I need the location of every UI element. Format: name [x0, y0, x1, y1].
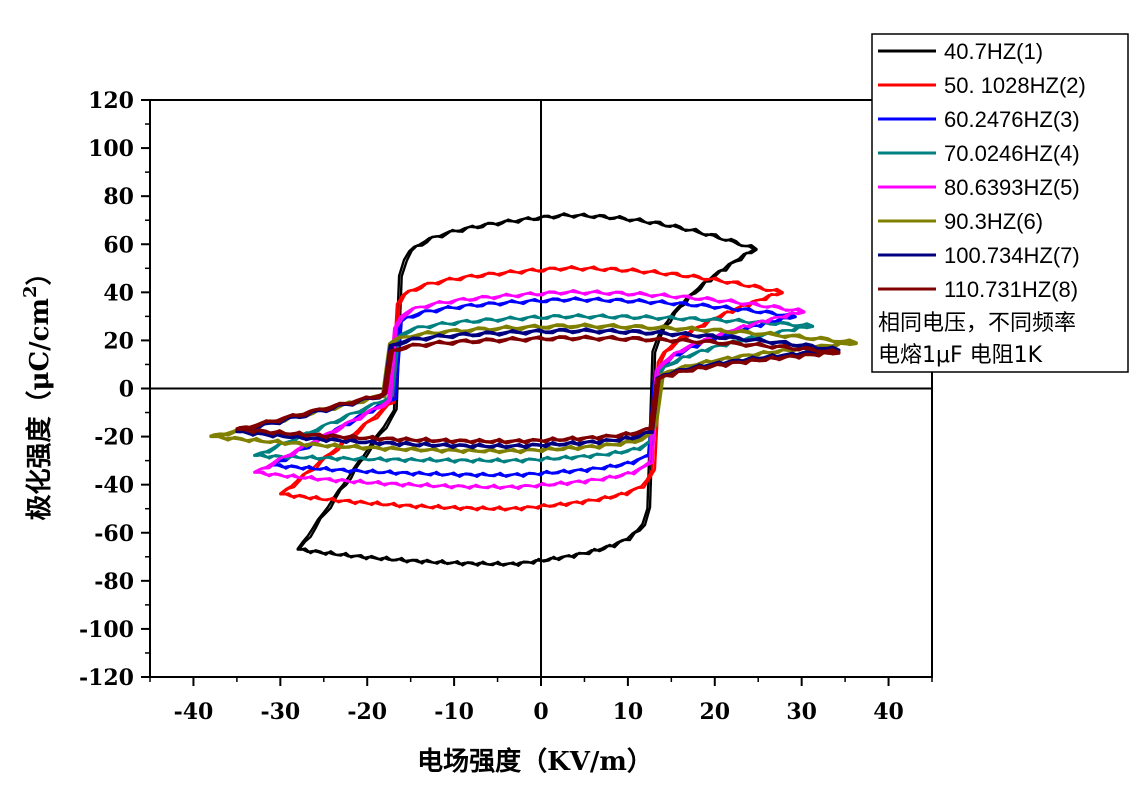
y-tick-label: -60 — [94, 521, 134, 547]
legend-label: 80.6393HZ(5) — [944, 175, 1080, 200]
legend-label: 40.7HZ(1) — [944, 39, 1043, 64]
legend-label: 50. 1028HZ(2) — [944, 73, 1086, 98]
y-axis-title-tail: ） — [25, 259, 55, 285]
y-tick-label: 120 — [88, 88, 134, 114]
x-tick-label: 20 — [699, 699, 730, 725]
x-tick-label: -40 — [174, 699, 214, 725]
x-tick-label: 30 — [786, 699, 817, 725]
loop-series-6 — [211, 322, 858, 455]
legend: 40.7HZ(1) 50. 1028HZ(2) 60.2476HZ(3) 70.024… — [871, 33, 1129, 373]
y-tick-label: 100 — [88, 136, 134, 162]
legend-label: 100.734HZ(7) — [944, 243, 1080, 268]
annotation-line-1: 相同电压，不同频率 — [878, 311, 1076, 336]
y-tick-label: 60 — [103, 232, 134, 258]
legend-label: 110.731HZ(8) — [944, 277, 1078, 302]
loop-series-5 — [255, 289, 806, 491]
x-tick-label: -10 — [434, 699, 474, 725]
loop-series-8 — [238, 334, 841, 445]
y-tick-label: -80 — [94, 569, 134, 595]
y-tick-label: 40 — [103, 280, 134, 306]
loop-series-7 — [238, 327, 841, 450]
y-tick-label: -40 — [94, 473, 134, 499]
hysteresis-loops — [209, 212, 858, 567]
x-tick-label: -30 — [260, 699, 300, 725]
loop-series-4 — [255, 313, 815, 464]
y-axis-title: 极化强度（μC/cm2） — [20, 259, 55, 520]
legend-box — [871, 33, 1129, 373]
y-tick-label: -120 — [79, 665, 134, 691]
y-tick-label: -20 — [94, 425, 134, 451]
loop-series-2 — [281, 265, 784, 512]
x-tick-label: 0 — [533, 699, 548, 725]
y-tick-label: 20 — [103, 328, 134, 354]
y-axis-title-main: 极化强度（μC/cm — [24, 298, 55, 521]
loop-series-1 — [296, 213, 756, 566]
x-tick-label: -20 — [347, 699, 387, 725]
loop-series-8 — [235, 335, 838, 444]
y-axis-title-sup: 2 — [20, 285, 41, 298]
x-tick-label: 10 — [613, 699, 644, 725]
loop-series-1 — [299, 212, 758, 567]
y-tick-label: -100 — [79, 617, 134, 643]
legend-label: 90.3HZ(6) — [944, 209, 1043, 234]
y-tick-label: 0 — [119, 377, 134, 403]
annotation-line-2: 电熔1μF 电阻1K — [878, 343, 1043, 368]
legend-label: 60.2476HZ(3) — [944, 107, 1080, 132]
axis-ticks — [141, 99, 933, 686]
y-tick-label: 80 — [103, 184, 134, 210]
legend-label: 70.0246HZ(4) — [944, 141, 1080, 166]
x-tick-label: 40 — [873, 699, 904, 725]
x-axis-title: 电场强度（KV/m） — [417, 746, 653, 777]
axis-tick-labels: -40 -30 -20 -10 0 10 20 30 40-120-100-80-60-40-2… — [79, 88, 904, 725]
legend-entries: 40.7HZ(1) 50. 1028HZ(2) 60.2476HZ(3) 70.024… — [878, 39, 1086, 302]
